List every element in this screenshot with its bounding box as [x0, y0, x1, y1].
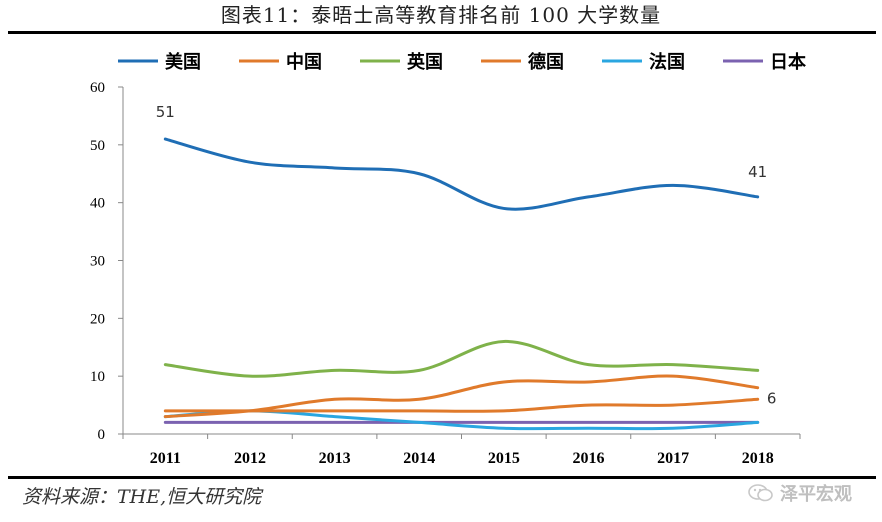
data-label: 6 — [767, 390, 777, 408]
y-tick-label: 40 — [90, 196, 105, 212]
x-tick-label: 2018 — [742, 450, 774, 467]
legend-label: 中国 — [286, 51, 322, 73]
y-tick-label: 0 — [98, 427, 106, 443]
source-note: 资料来源：THE,恒大研究院 — [22, 486, 262, 508]
y-tick-label: 50 — [90, 138, 105, 154]
legend-label: 美国 — [165, 51, 201, 73]
x-tick-label: 2011 — [150, 450, 181, 467]
x-tick-label: 2013 — [319, 450, 351, 467]
x-tick-label: 2015 — [488, 450, 520, 467]
series-line-美国 — [163, 137, 760, 211]
x-tick-label: 2017 — [657, 450, 689, 467]
figure-title: 图表11：泰晤士高等教育排名前 100 大学数量 — [220, 3, 662, 27]
series-line-英国 — [163, 339, 760, 378]
legend-label: 法国 — [649, 51, 685, 73]
x-tick-label: 2012 — [234, 450, 266, 467]
legend-label: 德国 — [528, 51, 564, 73]
x-tick-label: 2014 — [403, 450, 435, 467]
x-tick-label: 2016 — [572, 450, 604, 467]
y-tick-label: 10 — [90, 369, 105, 385]
data-label: 51 — [156, 103, 175, 121]
watermark: 泽平宏观 — [748, 480, 852, 506]
data-label: 41 — [748, 163, 767, 181]
y-tick-label: 30 — [90, 254, 105, 270]
legend-label: 日本 — [770, 51, 806, 73]
top-rule — [8, 31, 876, 34]
y-tick-label: 60 — [90, 80, 105, 96]
series-line-法国 — [163, 409, 760, 431]
bottom-rule — [8, 476, 876, 479]
legend-label: 英国 — [406, 51, 443, 73]
y-tick-label: 20 — [90, 311, 105, 327]
wechat-icon — [748, 484, 773, 502]
line-chart: 0 10 20 30 40 50 60 2011 2012 2013 2014 2015 2016 201… — [90, 51, 806, 467]
series-line-中国 — [163, 397, 760, 413]
watermark-text: 泽平宏观 — [780, 484, 852, 505]
